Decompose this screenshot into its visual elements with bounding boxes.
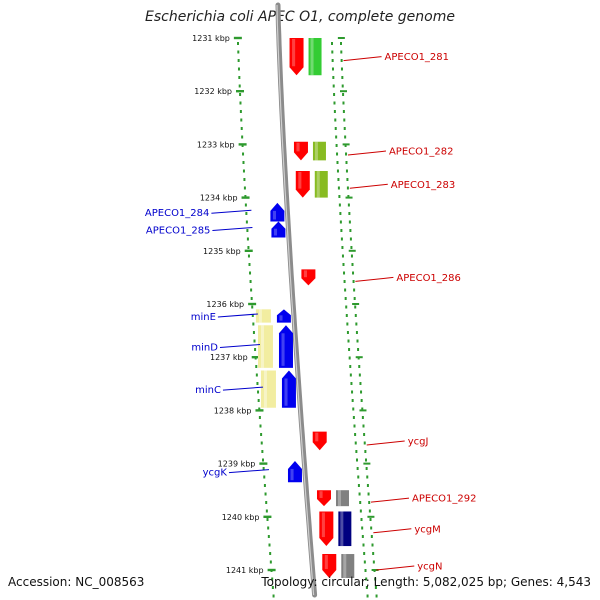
gene-label-text: APECO1_286 bbox=[396, 273, 461, 284]
tick-1241: 1241 kbp bbox=[226, 566, 379, 575]
tick-label: 1235 kbp bbox=[203, 247, 241, 256]
tick-label: 1239 kbp bbox=[218, 460, 256, 469]
cog-block bbox=[314, 171, 328, 198]
tick-label: 1232 kbp bbox=[194, 87, 232, 96]
gene-labels: APECO1_281 APECO1_282 APECO1_283 APECO1_286… bbox=[145, 52, 477, 572]
dotted-track-outer bbox=[339, 42, 378, 598]
gene-APECO1_281[interactable] bbox=[289, 38, 322, 76]
gene-ycgN[interactable] bbox=[322, 554, 355, 578]
label-ycgJ: ycgJ bbox=[366, 436, 429, 447]
dotted-track-right bbox=[330, 42, 369, 598]
gene-label-text: minE bbox=[191, 312, 216, 323]
tick-1240: 1240 kbp bbox=[222, 513, 375, 522]
gene-label-text: APECO1_283 bbox=[391, 180, 456, 191]
tick-label: 1233 kbp bbox=[197, 140, 235, 149]
gene-label-text: APECO1_281 bbox=[385, 52, 450, 63]
dotted-track-lines bbox=[236, 42, 378, 598]
tick-1238: 1238 kbp bbox=[214, 406, 367, 415]
label-APECO1_286: APECO1_286 bbox=[355, 273, 461, 284]
tick-1236: 1236 kbp bbox=[206, 300, 360, 309]
label-ycgN: ycgN bbox=[376, 562, 443, 573]
label-APECO1_285: APECO1_285 bbox=[146, 226, 253, 237]
cog-block bbox=[335, 490, 349, 507]
label-APECO1_292: APECO1_292 bbox=[370, 494, 477, 505]
cog-block bbox=[338, 511, 352, 547]
tick-label: 1241 kbp bbox=[226, 566, 264, 575]
label-APECO1_283: APECO1_283 bbox=[349, 180, 456, 191]
gene-label-text: APECO1_292 bbox=[412, 494, 477, 505]
gene-minE[interactable] bbox=[255, 309, 291, 323]
map-title: Escherichia coli APEC O1, complete genom… bbox=[145, 9, 455, 25]
label-APECO1_281: APECO1_281 bbox=[343, 52, 450, 63]
gene-ycgM[interactable] bbox=[319, 511, 352, 547]
cog-block bbox=[312, 141, 326, 161]
accession-text: Accession: NC_008563 bbox=[8, 575, 145, 589]
tick-label: 1237 kbp bbox=[210, 353, 248, 362]
tick-1231: 1231 kbp bbox=[192, 34, 345, 43]
cog-block bbox=[257, 325, 273, 368]
tick-1233: 1233 kbp bbox=[197, 140, 350, 149]
tick-label: 1231 kbp bbox=[192, 34, 230, 43]
gene-label-text: ycgJ bbox=[408, 436, 429, 447]
label-minD: minD bbox=[191, 343, 261, 354]
tick-label: 1238 kbp bbox=[214, 406, 252, 415]
label-APECO1_282: APECO1_282 bbox=[347, 147, 454, 158]
backbone-line bbox=[275, 2, 318, 598]
tick-mark bbox=[248, 302, 257, 306]
tick-mark bbox=[263, 515, 272, 518]
tick-label: 1234 kbp bbox=[200, 194, 238, 203]
label-APECO1_284: APECO1_284 bbox=[145, 208, 252, 219]
label-minC: minC bbox=[195, 385, 263, 396]
gene-ycgK[interactable] bbox=[287, 460, 302, 483]
kbp-ticks: 1231 kbp 1232 kbp 1233 kbp 1234 kbp 1235 kbp… bbox=[192, 34, 379, 575]
tick-mark bbox=[236, 90, 245, 93]
genome-backbone bbox=[275, 2, 318, 598]
tick-1232: 1232 kbp bbox=[194, 87, 348, 96]
gene-label-text: ycgN bbox=[417, 562, 442, 573]
cog-block bbox=[255, 309, 271, 323]
gene-APECO1_286[interactable] bbox=[301, 269, 316, 286]
tick-1235: 1235 kbp bbox=[203, 247, 356, 256]
cog-block bbox=[308, 38, 322, 76]
label-ycgK: ycgK bbox=[203, 468, 270, 479]
tick-mark bbox=[241, 196, 250, 199]
gene-features bbox=[255, 38, 355, 578]
genome-summary-text: Topology: circular; Length: 5,082,025 bp… bbox=[261, 575, 591, 589]
gene-APECO1_292[interactable] bbox=[316, 490, 349, 507]
tick-1234: 1234 kbp bbox=[200, 194, 353, 203]
tick-label: 1240 kbp bbox=[222, 513, 260, 522]
cog-block bbox=[341, 554, 355, 578]
gene-APECO1_283[interactable] bbox=[295, 171, 328, 198]
label-ycgM: ycgM bbox=[373, 524, 441, 535]
tick-mark bbox=[259, 462, 268, 465]
tick-mark bbox=[267, 568, 276, 572]
tick-label: 1236 kbp bbox=[206, 300, 244, 309]
tick-mark bbox=[251, 356, 260, 359]
tick-mark bbox=[238, 143, 247, 146]
gene-label-text: minD bbox=[191, 343, 218, 354]
gene-label-text: APECO1_282 bbox=[389, 147, 454, 158]
gene-label-text: ycgM bbox=[414, 524, 440, 535]
label-minE: minE bbox=[191, 312, 258, 323]
gene-minD[interactable] bbox=[257, 325, 293, 368]
tick-mark bbox=[233, 36, 242, 40]
cog-block bbox=[260, 370, 276, 408]
gene-minC[interactable] bbox=[260, 370, 296, 408]
gene-APECO1_284[interactable] bbox=[270, 202, 285, 222]
gene-ycgJ[interactable] bbox=[312, 431, 327, 451]
tick-1239: 1239 kbp bbox=[218, 460, 371, 469]
tick-mark bbox=[244, 249, 253, 252]
gene-label-text: ycgK bbox=[203, 468, 228, 479]
gene-APECO1_282[interactable] bbox=[293, 141, 326, 161]
gene-label-text: APECO1_284 bbox=[145, 208, 210, 219]
tick-1237: 1237 kbp bbox=[210, 353, 363, 362]
dotted-track-left bbox=[236, 42, 275, 598]
gene-APECO1_285[interactable] bbox=[271, 221, 286, 238]
tick-mark bbox=[255, 409, 264, 412]
gene-label-text: APECO1_285 bbox=[146, 226, 211, 237]
gene-label-text: minC bbox=[195, 385, 221, 396]
